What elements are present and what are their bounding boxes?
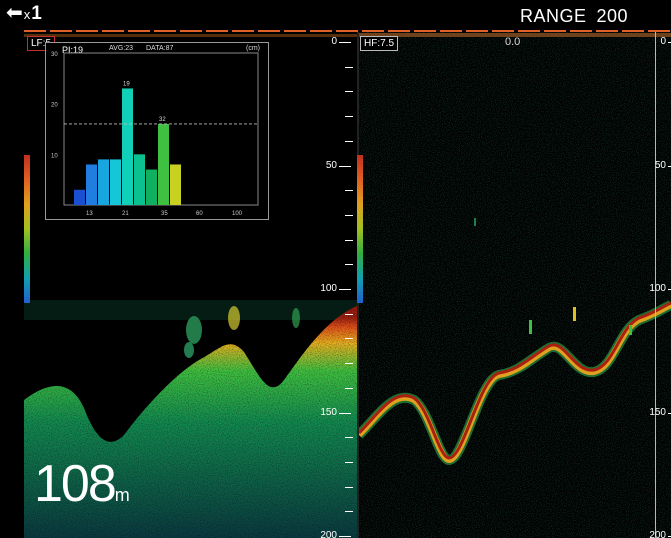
right-depth-label: 150 xyxy=(649,406,666,418)
histogram-unit-label: (cm) xyxy=(246,45,260,52)
left-minor-tick xyxy=(345,461,353,463)
surface-marker-line xyxy=(24,30,671,32)
left-depth-label: 100 xyxy=(320,283,337,294)
left-minor-tick xyxy=(345,486,353,488)
histogram-chart: 30 20 10 19 32 13 21 35 60 100 xyxy=(51,52,259,217)
right-depth-label: 200 xyxy=(649,530,666,538)
hf-frequency-label[interactable]: HF:7.5 xyxy=(360,36,399,51)
histogram-bar xyxy=(170,164,181,205)
left-minor-tick xyxy=(345,387,353,389)
left-major-tick xyxy=(339,536,351,537)
left-color-scale xyxy=(24,155,30,303)
left-minor-tick xyxy=(345,264,353,266)
histogram-bar xyxy=(74,189,85,205)
histogram-data-label: DATA:87 xyxy=(146,45,174,52)
histogram-bar xyxy=(146,169,157,205)
left-minor-tick xyxy=(345,140,353,142)
hf-echo-svg xyxy=(359,30,671,538)
left-major-tick xyxy=(339,42,351,43)
histogram-bar-label: 19 xyxy=(123,81,130,87)
histogram-pi-label: PI:19 xyxy=(62,45,84,55)
left-minor-tick xyxy=(345,91,353,93)
depth-readout: 108m xyxy=(34,458,130,521)
left-minor-tick xyxy=(345,511,353,513)
left-minor-tick xyxy=(345,338,353,340)
vrm-cursor-line[interactable] xyxy=(655,30,656,538)
left-depth-label: 0 xyxy=(331,36,337,47)
left-minor-tick xyxy=(345,313,353,315)
left-major-tick xyxy=(339,412,351,414)
histogram-y-tick-label: 10 xyxy=(51,153,58,159)
left-minor-tick xyxy=(345,363,353,365)
histogram-bar xyxy=(134,154,145,205)
zoom-value: 1 xyxy=(31,3,42,24)
left-minor-tick xyxy=(345,66,353,68)
left-major-tick xyxy=(339,289,351,290)
right-depth-label: 100 xyxy=(649,283,666,294)
histogram-y-tick-label: 30 xyxy=(51,52,58,58)
histogram-bar xyxy=(86,164,97,205)
top-bar: ⬅ x 1 RANGE 200 xyxy=(0,0,671,30)
left-minor-tick xyxy=(345,239,353,241)
range-value: 200 xyxy=(596,6,629,26)
depth-value: 108 xyxy=(34,455,117,513)
fish-size-histogram[interactable]: PI:19 AVG:23 DATA:87 (cm) 30 20 10 19 32 13 21… xyxy=(45,42,269,220)
left-minor-tick xyxy=(345,214,353,216)
hf-top-value: 0.0 xyxy=(505,36,521,48)
left-minor-tick xyxy=(345,190,353,192)
histogram-y-tick-label: 20 xyxy=(51,103,58,109)
zoom-button[interactable]: ⬅ x 1 xyxy=(6,3,42,25)
right-major-tick xyxy=(668,536,671,537)
right-major-tick xyxy=(668,42,671,43)
histogram-bar xyxy=(158,123,169,205)
left-major-tick xyxy=(339,165,351,167)
hf-echogram[interactable]: HF:7.5 0.0 xyxy=(359,30,671,538)
lf-echo-svg xyxy=(24,34,357,538)
right-major-tick xyxy=(668,289,671,290)
right-depth-label: 0 xyxy=(660,36,666,47)
range-label: RANGE xyxy=(520,6,587,26)
zoom-x: x xyxy=(23,7,31,22)
histogram-bar xyxy=(122,88,133,205)
left-depth-label: 200 xyxy=(320,530,337,538)
histogram-x-tick-label: 21 xyxy=(122,211,129,217)
left-minor-tick xyxy=(345,116,353,118)
histogram-x-tick-label: 60 xyxy=(196,211,203,217)
histogram-avg-label: AVG:23 xyxy=(109,45,133,52)
left-depth-label: 150 xyxy=(320,406,337,418)
right-major-tick xyxy=(668,165,671,167)
right-depth-label: 50 xyxy=(654,159,666,171)
histogram-x-tick-label: 35 xyxy=(161,211,168,217)
left-depth-label: 50 xyxy=(325,159,337,171)
depth-unit: m xyxy=(114,485,130,505)
right-color-scale xyxy=(357,155,363,303)
right-major-tick xyxy=(668,412,671,414)
back-arrow-icon: ⬅ xyxy=(6,2,23,24)
histogram-bar-label: 32 xyxy=(159,117,166,123)
histogram-bar xyxy=(110,159,121,205)
histogram-bar xyxy=(98,159,109,205)
range-display[interactable]: RANGE 200 xyxy=(520,6,628,27)
histogram-x-tick-label: 100 xyxy=(232,211,243,217)
histogram-x-tick-label: 13 xyxy=(86,211,93,217)
left-minor-tick xyxy=(345,437,353,439)
